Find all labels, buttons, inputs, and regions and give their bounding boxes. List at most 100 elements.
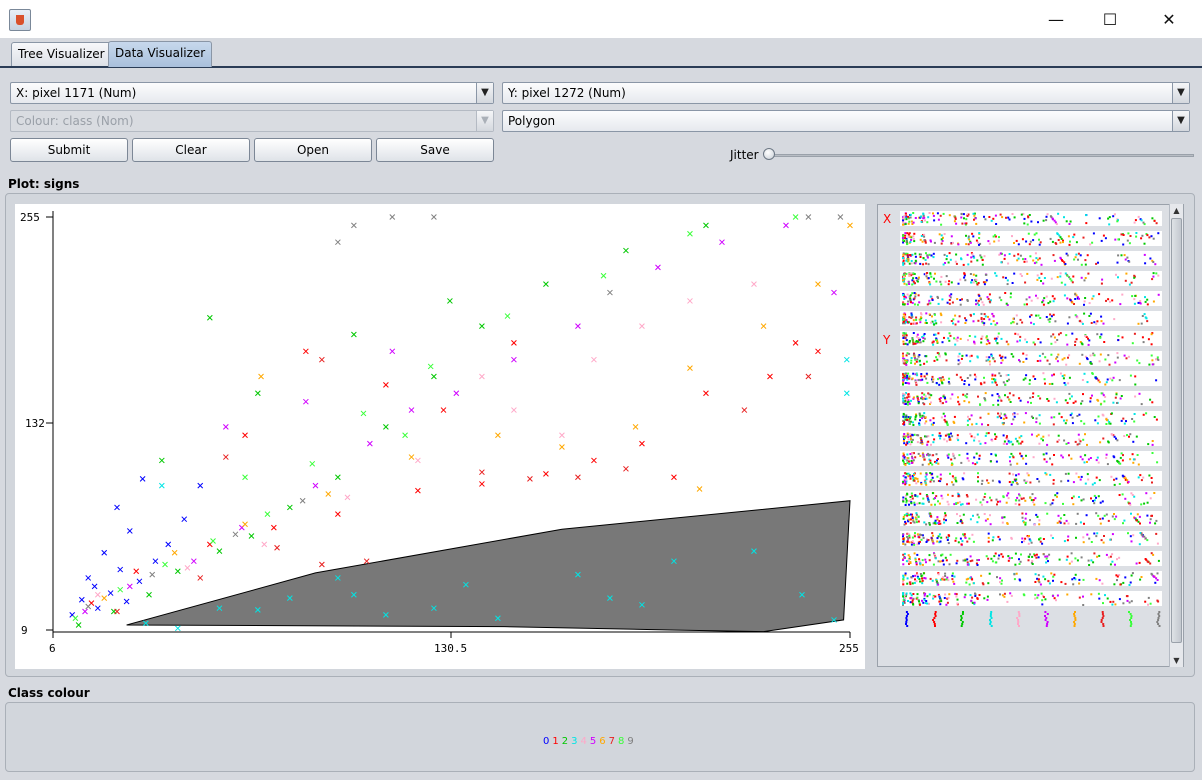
legend-class-2[interactable]: 2 [561, 736, 569, 747]
strip-dot [980, 574, 983, 577]
strip-dot [987, 315, 989, 318]
jitter-slider-track[interactable] [766, 154, 1194, 157]
attribute-panel[interactable]: X Y [877, 204, 1184, 667]
strip-dot [913, 433, 916, 436]
tab-data-visualizer[interactable]: Data Visualizer [108, 41, 213, 67]
submit-button[interactable]: Submit [10, 138, 128, 162]
tab-tree-visualizer[interactable]: Tree Visualizer [11, 42, 112, 66]
minimize-button[interactable]: — [1048, 9, 1064, 29]
y-tick-label: 132 [25, 417, 45, 430]
jitter-slider-thumb[interactable] [763, 148, 775, 160]
data-point [511, 340, 517, 346]
attribute-scrollbar[interactable]: ▲ ▼ [1169, 204, 1183, 667]
open-button[interactable]: Open [254, 138, 372, 162]
attribute-strip[interactable] [900, 551, 1162, 566]
scrollbar-thumb[interactable] [1171, 218, 1182, 643]
x-axis-select[interactable]: X: pixel 1171 (Num) ▼ [10, 82, 494, 104]
legend-class-1[interactable]: 1 [552, 736, 559, 747]
strip-dot [937, 332, 940, 335]
strip-dot [1052, 594, 1055, 597]
attribute-strip[interactable] [900, 471, 1162, 486]
attribute-strip[interactable] [900, 531, 1162, 546]
strip-dot [1019, 254, 1022, 257]
strip-dot [922, 402, 925, 405]
strip-dot [902, 383, 904, 386]
y-axis-select[interactable]: Y: pixel 1272 (Num) ▼ [502, 82, 1190, 104]
strip-dot [993, 555, 996, 558]
attribute-strip[interactable] [900, 231, 1162, 246]
class-strip-dot [1130, 623, 1133, 625]
strip-dot [945, 258, 948, 261]
strip-dot [932, 252, 935, 255]
strip-dot [1100, 320, 1103, 323]
strip-dot [1116, 402, 1118, 404]
strip-dot [925, 494, 928, 496]
attribute-strip[interactable] [900, 351, 1162, 366]
attribute-strip[interactable] [900, 451, 1162, 466]
strip-dot [938, 355, 941, 358]
strip-dot [1151, 359, 1154, 362]
maximize-button[interactable]: ☐ [1102, 9, 1118, 29]
strip-dot [918, 602, 921, 605]
strip-dot [1027, 559, 1030, 562]
strip-dot [1022, 258, 1024, 261]
legend-class-5[interactable]: 5 [589, 736, 597, 747]
strip-dot [944, 575, 947, 577]
scroll-down-icon[interactable]: ▼ [1173, 656, 1180, 665]
scroll-up-icon[interactable]: ▲ [1173, 206, 1180, 215]
chevron-down-icon[interactable]: ▼ [1172, 83, 1189, 103]
attribute-strip[interactable] [900, 411, 1162, 426]
strip-dot [974, 335, 977, 338]
strip-dot [949, 397, 952, 400]
attribute-strip[interactable] [900, 371, 1162, 386]
class-strip-dot [989, 615, 992, 617]
attribute-strip[interactable] [900, 211, 1162, 226]
legend-class-6[interactable]: 6 [599, 736, 606, 747]
strip-dot [963, 274, 966, 277]
scatter-plot[interactable]: 255 132 9 6 130.5 255 [15, 204, 865, 669]
attribute-strip[interactable] [900, 271, 1162, 286]
save-button[interactable]: Save [376, 138, 494, 162]
strip-dot [975, 498, 978, 501]
clear-button[interactable]: Clear [132, 138, 250, 162]
strip-dot [903, 216, 906, 219]
attribute-strip[interactable] [900, 251, 1162, 266]
chevron-down-icon[interactable]: ▼ [1172, 111, 1189, 131]
strip-dot [902, 457, 905, 460]
selection-polygon[interactable] [126, 500, 851, 633]
strip-dot [1072, 275, 1075, 278]
legend-class-4[interactable]: 4 [580, 736, 587, 747]
chevron-down-icon[interactable]: ▼ [476, 83, 493, 103]
strip-dot [1068, 223, 1071, 225]
strip-dot [942, 263, 945, 266]
scatter-plot-svg[interactable]: 255 132 9 6 130.5 255 [15, 204, 865, 669]
strip-dot [968, 583, 971, 586]
strip-dot [1038, 276, 1041, 279]
attribute-strip[interactable] [900, 291, 1162, 306]
legend-class-8[interactable]: 8 [618, 736, 625, 747]
strip-dot [992, 536, 995, 539]
class-strip-dot [960, 615, 963, 617]
close-button[interactable]: ✕ [1162, 9, 1176, 29]
strip-dot [970, 260, 973, 263]
legend-class-0[interactable]: 0 [543, 736, 550, 747]
attribute-strip[interactable] [900, 511, 1162, 526]
legend-class-7[interactable]: 7 [608, 736, 615, 747]
legend-class-3[interactable]: 3 [571, 736, 578, 747]
legend-class-9[interactable]: 9 [627, 736, 634, 747]
strip-dot [990, 557, 993, 560]
strip-dot [1109, 300, 1111, 303]
strip-dot [989, 496, 991, 499]
strip-dot [962, 513, 965, 516]
class-strip-dot [960, 619, 963, 621]
strip-dot [997, 557, 1000, 560]
strip-dot [980, 256, 983, 259]
strip-dot [1056, 594, 1059, 597]
strip-dot [1046, 512, 1049, 515]
strip-dot [912, 319, 915, 322]
strip-dot [914, 578, 916, 581]
shape-select[interactable]: Polygon ▼ [502, 110, 1190, 132]
strip-dot [983, 313, 986, 316]
strip-dot [1126, 479, 1129, 482]
strip-dot [903, 318, 906, 321]
